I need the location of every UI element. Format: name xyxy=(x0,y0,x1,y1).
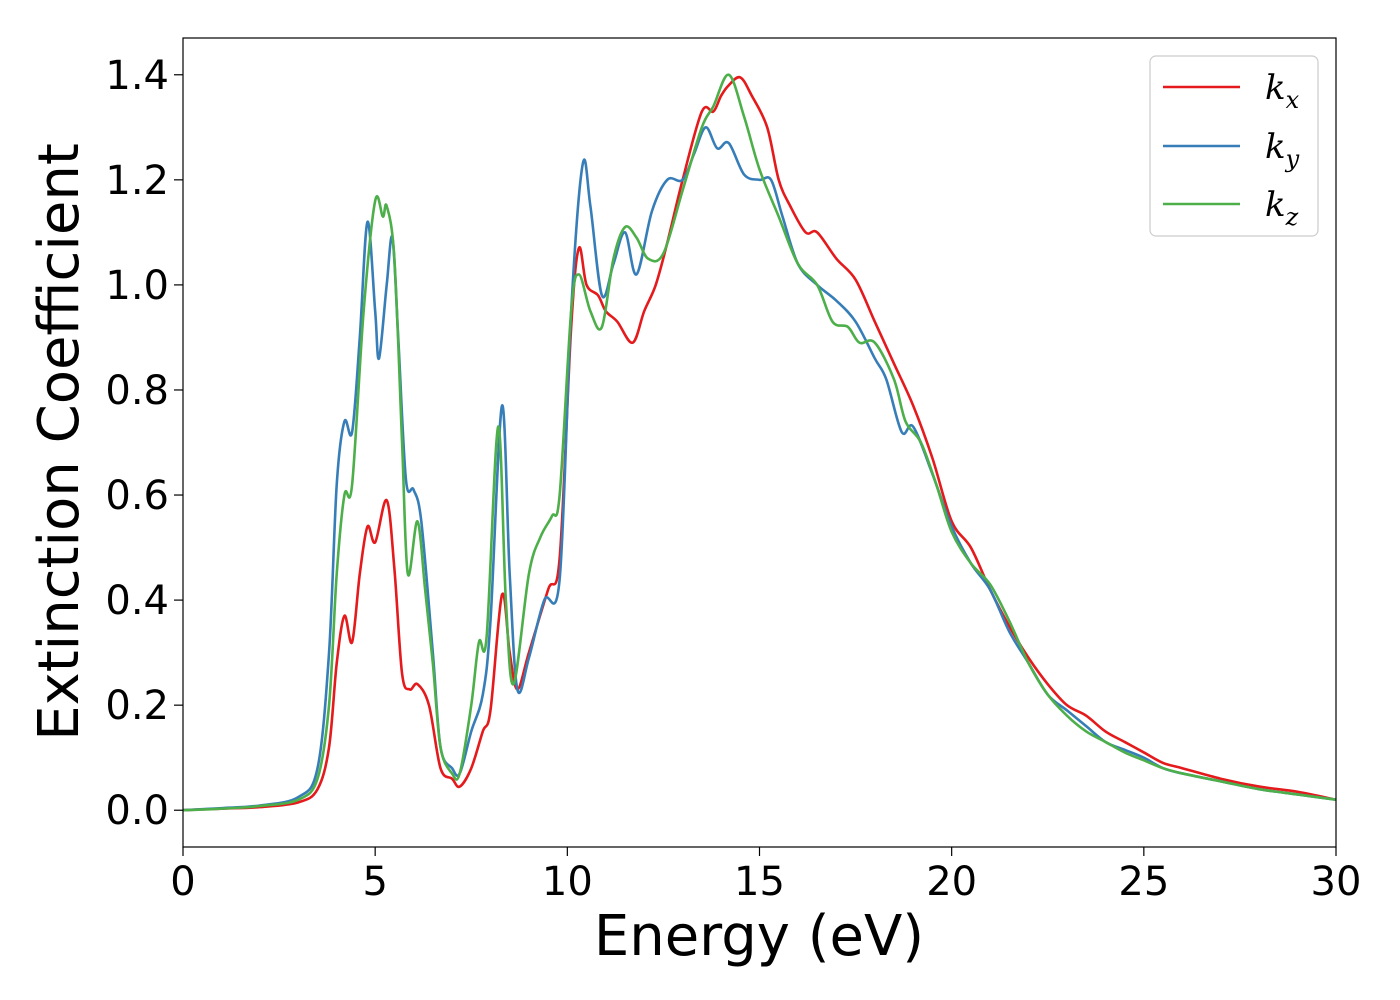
x-tick-label: 10 xyxy=(542,859,593,905)
x-tick-label: 15 xyxy=(734,859,785,905)
y-tick-label: 1.0 xyxy=(105,263,169,309)
series-line-kx xyxy=(183,75,1336,812)
legend-subscript: x xyxy=(1286,86,1300,114)
y-tick-label: 0.6 xyxy=(105,473,169,519)
legend-subscript: y xyxy=(1285,145,1300,173)
series-line-kz xyxy=(183,73,1336,812)
x-tick-label: 20 xyxy=(926,859,977,905)
x-tick-label: 30 xyxy=(1311,859,1362,905)
x-axis-title: Energy (eV) xyxy=(594,904,924,969)
y-tick-label: 0.2 xyxy=(105,683,169,729)
y-tick-label: 1.4 xyxy=(105,53,169,99)
x-tick-label: 25 xyxy=(1118,859,1169,905)
x-tick-label: 5 xyxy=(362,859,387,905)
y-tick-label: 0.8 xyxy=(105,368,169,414)
series-layer xyxy=(183,73,1336,812)
y-axis-title: Extinction Coefficient xyxy=(27,143,92,741)
series-line-ky xyxy=(183,126,1336,812)
x-axis: 0 5 10 15 20 25 30 xyxy=(170,847,1361,905)
legend-subscript: z xyxy=(1285,203,1299,231)
y-axis: 0.0 0.2 0.4 0.6 0.8 1.0 1.2 1.4 xyxy=(105,53,183,834)
y-tick-label: 0.0 xyxy=(105,788,169,834)
y-tick-label: 0.4 xyxy=(105,578,169,624)
y-tick-label: 1.2 xyxy=(105,158,169,204)
x-tick-label: 0 xyxy=(170,859,195,905)
